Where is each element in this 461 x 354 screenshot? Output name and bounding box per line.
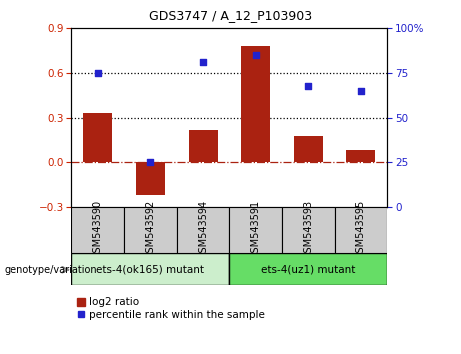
Bar <box>71 207 124 253</box>
Point <box>305 83 312 88</box>
Bar <box>189 130 218 162</box>
Text: GDS3747 / A_12_P103903: GDS3747 / A_12_P103903 <box>149 9 312 22</box>
Legend: log2 ratio, percentile rank within the sample: log2 ratio, percentile rank within the s… <box>77 297 265 320</box>
Text: ets-4(uz1) mutant: ets-4(uz1) mutant <box>261 264 355 274</box>
Point <box>252 52 260 58</box>
Bar <box>229 253 387 285</box>
Bar <box>71 253 230 285</box>
Bar <box>282 207 335 253</box>
Text: GSM543590: GSM543590 <box>93 200 103 259</box>
Bar <box>335 207 387 253</box>
Bar <box>177 207 229 253</box>
Text: GSM543592: GSM543592 <box>145 200 155 259</box>
Point <box>147 160 154 165</box>
Text: GSM543593: GSM543593 <box>303 200 313 259</box>
Bar <box>229 207 282 253</box>
Bar <box>83 113 112 162</box>
Bar <box>294 136 323 162</box>
Bar <box>136 162 165 195</box>
Text: ets-4(ok165) mutant: ets-4(ok165) mutant <box>96 264 204 274</box>
Point <box>94 70 101 76</box>
Point <box>199 59 207 65</box>
Point <box>357 88 365 94</box>
Text: GSM543594: GSM543594 <box>198 200 208 259</box>
Text: GSM543591: GSM543591 <box>251 200 260 259</box>
Bar <box>347 150 375 162</box>
Bar <box>241 46 270 162</box>
Bar <box>124 207 177 253</box>
Text: GSM543595: GSM543595 <box>356 200 366 259</box>
Text: genotype/variation: genotype/variation <box>5 265 97 275</box>
